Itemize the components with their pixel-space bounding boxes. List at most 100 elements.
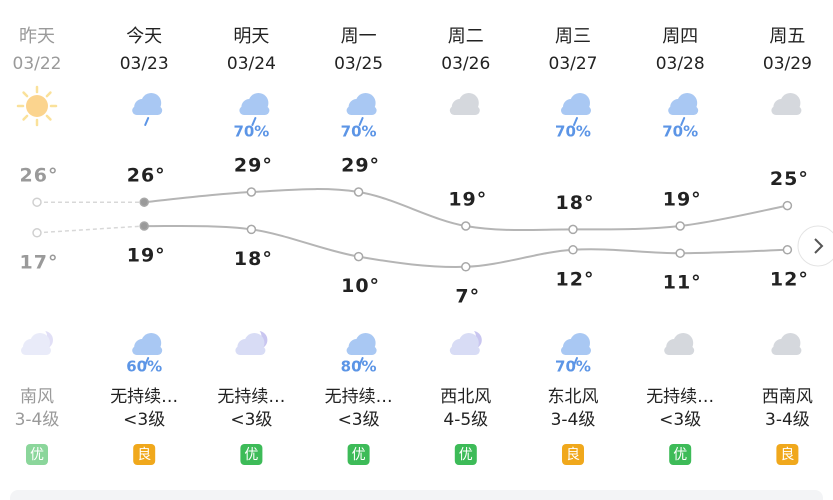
- day-precip: 70%: [555, 123, 591, 141]
- cloud-base: [132, 106, 163, 115]
- wind-direction: 无持续…: [110, 387, 178, 407]
- low-point: [675, 248, 685, 258]
- wind-level: <3级: [659, 410, 701, 430]
- high-point: [782, 200, 793, 211]
- wind-direction: 无持续…: [325, 387, 393, 407]
- wind-level: <3级: [338, 410, 380, 430]
- cloud-base: [664, 346, 695, 355]
- aqi-badge: [347, 444, 370, 465]
- next-arrow[interactable]: [814, 238, 824, 254]
- low-label: 11°: [663, 272, 702, 294]
- wind-level: <3级: [230, 410, 272, 430]
- aqi-label: 优: [459, 447, 473, 463]
- rain-drop: [144, 117, 150, 126]
- low-label: 19°: [127, 245, 166, 267]
- weather-icon: [132, 93, 163, 126]
- low-label: 7°: [455, 285, 480, 307]
- high-label: 26°: [127, 165, 166, 187]
- low-point: [246, 224, 257, 235]
- aqi-badge: [454, 444, 477, 465]
- cloud-base: [771, 106, 802, 115]
- weather-icon: [449, 328, 482, 355]
- cloud-base: [235, 346, 266, 355]
- low-label: 18°: [234, 248, 273, 270]
- high-label: 26°: [20, 165, 59, 187]
- rain-drop: [144, 357, 150, 366]
- cloud-base: [239, 106, 270, 115]
- aqi-label: 优: [30, 447, 44, 463]
- wind-direction: 西北风: [440, 387, 491, 407]
- aqi-label: 良: [566, 447, 580, 463]
- night-precip: 60%: [126, 358, 162, 376]
- weather-icon: [561, 333, 591, 366]
- sun-ray: [22, 91, 29, 98]
- rain-drop: [573, 357, 578, 366]
- next-button-circle[interactable]: [797, 225, 833, 267]
- aqi-label: 优: [673, 447, 687, 463]
- weather-icon: [449, 93, 480, 115]
- high-label: 19°: [448, 189, 487, 211]
- high-label: 19°: [663, 189, 702, 211]
- low-label: 12°: [556, 268, 595, 290]
- low-point: [461, 262, 471, 272]
- high-label: 29°: [341, 155, 380, 177]
- day-date: 03/26: [441, 54, 490, 74]
- weather-icon: [16, 85, 58, 127]
- weather-icon: [21, 328, 53, 355]
- next-button[interactable]: [797, 225, 833, 267]
- high-point: [568, 224, 578, 235]
- day-name: 明天: [233, 26, 269, 47]
- weather-icon: [346, 333, 377, 366]
- low-label: 10°: [341, 275, 380, 297]
- wind-level: 3-4级: [15, 410, 60, 430]
- aqi-label: 优: [352, 447, 366, 463]
- cloud-base: [668, 106, 699, 115]
- weather-icon: [668, 93, 699, 126]
- cloud-base: [561, 106, 591, 115]
- sun-ray: [45, 114, 52, 121]
- day-precip: 70%: [662, 123, 698, 141]
- cloud-base: [346, 346, 377, 355]
- low-point: [568, 245, 578, 255]
- day-name: 周四: [662, 26, 698, 47]
- weather-icon: [771, 333, 802, 355]
- aqi-badge: [776, 444, 799, 465]
- sun-ray: [45, 91, 52, 98]
- high-point: [246, 187, 257, 197]
- night-precip: 80%: [341, 358, 377, 376]
- aqi-label: 优: [244, 447, 258, 463]
- aqi-badge: [562, 444, 584, 465]
- rain-drop: [573, 117, 578, 126]
- low-point: [782, 245, 793, 255]
- day-date: 03/27: [549, 54, 598, 74]
- high-point: [139, 197, 149, 207]
- day-name: 周一: [341, 26, 377, 47]
- high-point: [675, 221, 685, 231]
- high-point: [32, 197, 42, 207]
- low-point: [139, 221, 149, 231]
- wind-level: <3级: [123, 410, 165, 430]
- cloud-base: [21, 346, 51, 355]
- day-date: 03/24: [227, 54, 276, 74]
- day-date: 03/28: [656, 54, 705, 74]
- day-name: 周三: [555, 26, 591, 47]
- aqi-badge: [669, 444, 692, 465]
- wind-level: 3-4级: [765, 410, 810, 430]
- wind-direction: 无持续…: [646, 387, 714, 407]
- day-precip: 70%: [233, 123, 269, 141]
- wind-level: 3-4级: [551, 410, 596, 430]
- weather-icon: [239, 93, 270, 126]
- sun-ray: [22, 114, 29, 121]
- weather-icon: [235, 328, 268, 355]
- wind-direction: 东北风: [548, 387, 599, 407]
- wind-direction: 南风: [20, 387, 54, 407]
- rain-drop: [358, 357, 364, 366]
- weather-icon: [132, 333, 163, 366]
- cloud-base: [561, 346, 591, 355]
- cloud-base: [449, 106, 480, 115]
- low-label: 17°: [20, 251, 59, 273]
- day-date: 03/22: [13, 54, 62, 74]
- rain-drop: [358, 117, 364, 126]
